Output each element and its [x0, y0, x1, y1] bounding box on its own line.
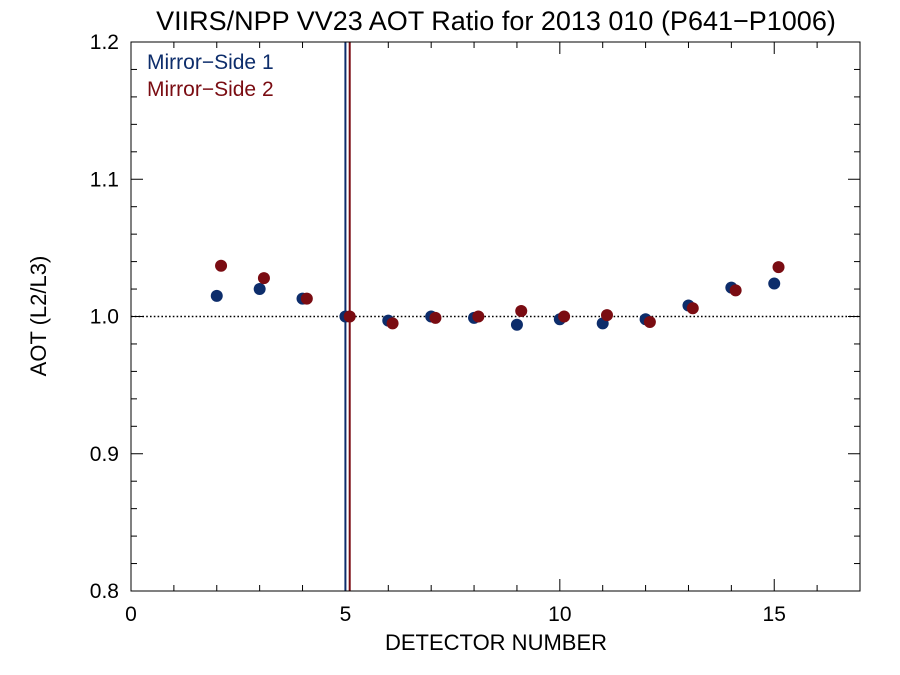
y-tick-label: 0.8 [90, 580, 119, 603]
plot-frame [130, 41, 861, 592]
chart-title: VIIRS/NPP VV23 AOT Ratio for 2013 010 (P… [156, 6, 836, 36]
x-tick-label: 10 [548, 603, 571, 626]
y-tick-label: 0.9 [90, 443, 119, 466]
data-point-series-2 [558, 310, 571, 323]
data-point-series-2 [429, 311, 442, 324]
y-tick-label: 1.2 [90, 31, 119, 54]
data-point-series-1 [210, 289, 223, 302]
data-point-series-2 [643, 315, 656, 328]
data-point-series-2 [772, 261, 785, 274]
data-points-group [210, 259, 785, 331]
data-point-series-2 [215, 259, 228, 272]
y-tick-label: 1.0 [90, 306, 119, 329]
data-point-series-1 [253, 283, 266, 296]
data-point-series-2 [386, 317, 399, 330]
x-tick-label: 0 [125, 603, 137, 626]
data-point-series-1 [510, 318, 523, 331]
data-point-series-2 [600, 309, 613, 322]
axis-ticks: 0 5 10 15 0.8 0.9 1.0 1.1 1.2 [90, 31, 861, 626]
data-point-series-2 [472, 310, 485, 323]
x-tick-label: 5 [340, 603, 352, 626]
legend-entry-mirror-side-2: Mirror−Side 2 [147, 78, 274, 101]
data-point-series-1 [768, 277, 781, 290]
legend: Mirror−Side 1 Mirror−Side 2 [147, 51, 274, 101]
data-point-series-2 [686, 302, 699, 315]
y-tick-label: 1.1 [90, 168, 119, 191]
x-axis-label: DETECTOR NUMBER [385, 630, 607, 655]
data-point-series-2 [343, 310, 356, 323]
data-point-series-2 [300, 292, 313, 305]
x-tick-label: 15 [763, 603, 786, 626]
y-axis-label: AOT (L2/L3) [26, 256, 51, 377]
legend-entry-mirror-side-1: Mirror−Side 1 [147, 51, 274, 74]
data-point-series-2 [257, 272, 270, 285]
data-point-series-2 [515, 305, 528, 318]
data-point-series-2 [729, 284, 742, 297]
